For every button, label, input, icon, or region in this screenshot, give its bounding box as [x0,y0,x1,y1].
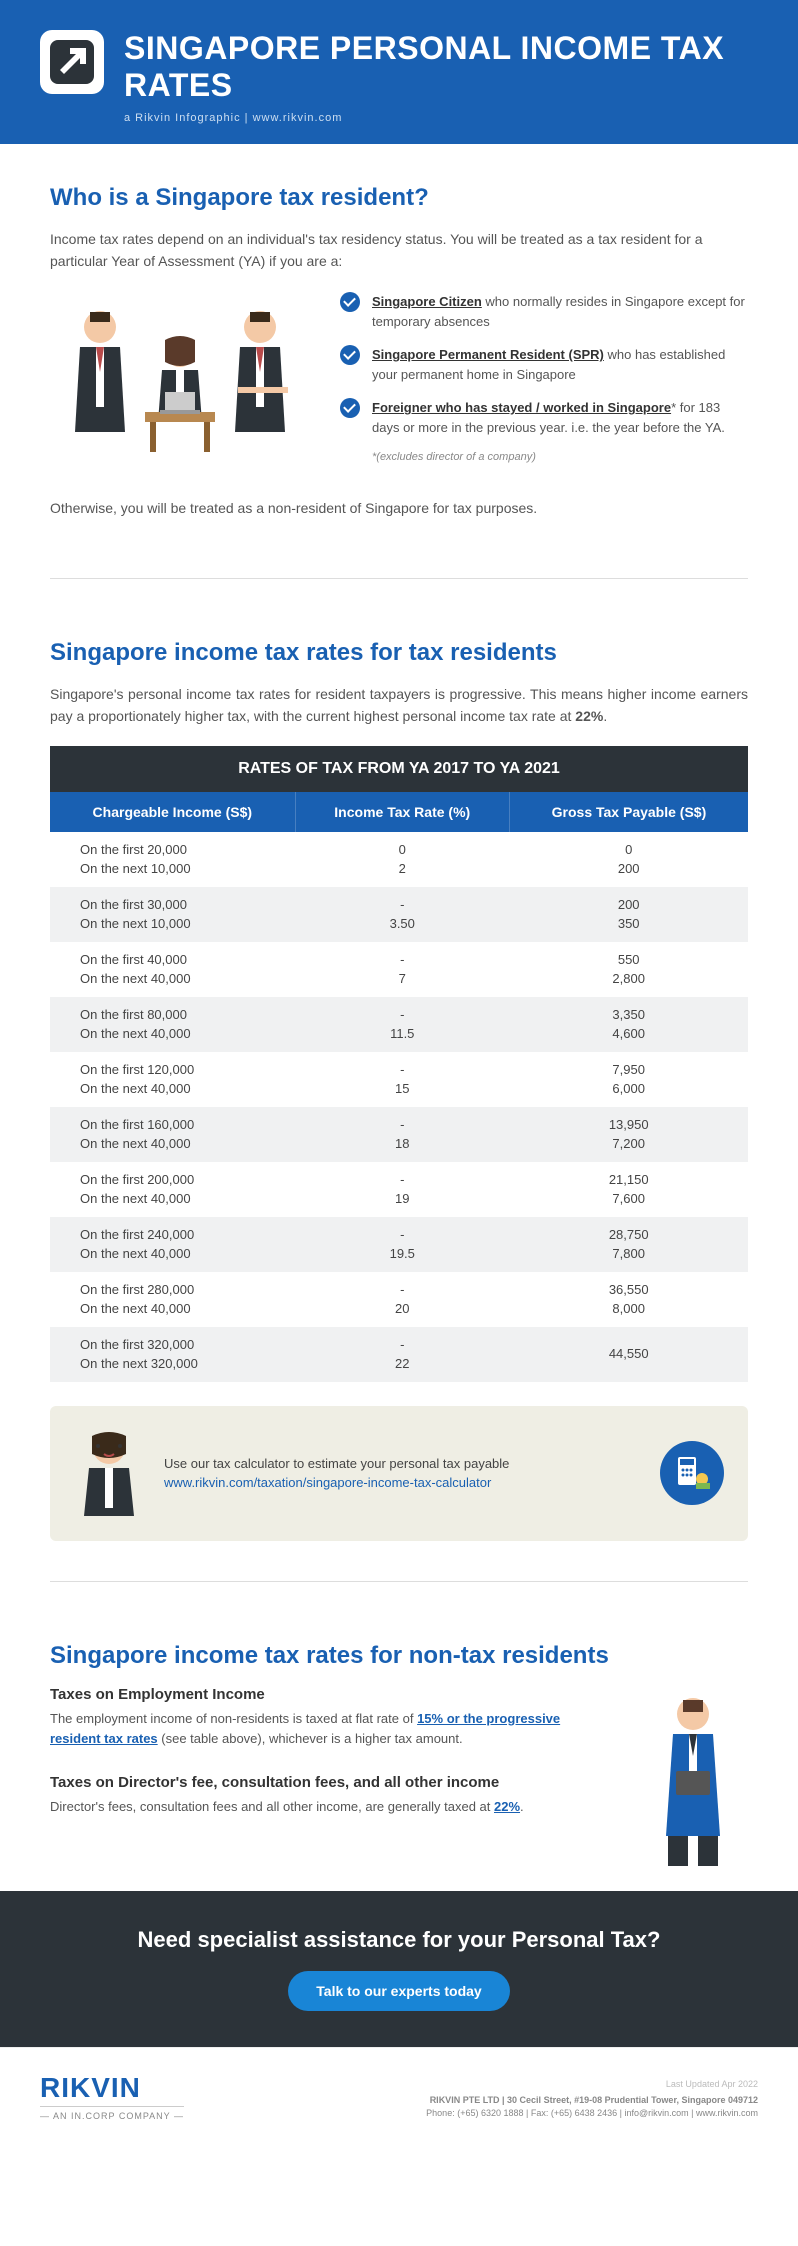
section-heading: Who is a Singapore tax resident? [50,184,748,212]
intro-pre: Singapore's personal income tax rates fo… [50,686,748,724]
section-resident-rates: Singapore income tax rates for tax resid… [0,599,798,1561]
section-nonresident-rates: Singapore income tax rates for non-tax r… [0,1602,798,1891]
tax-rate-table: RATES OF TAX FROM YA 2017 TO YA 2021 Cha… [50,746,748,1382]
subsection-text: Director's fees, consultation fees and a… [50,1797,608,1818]
last-updated: Last Updated Apr 2022 [426,2078,758,2092]
table-row: On the first 30,000On the next 10,000-3.… [50,887,748,942]
people-desk-illustration [50,292,310,477]
subsection-heading: Taxes on Employment Income [50,1686,608,1703]
table-row: On the first 320,000On the next 320,000-… [50,1327,748,1382]
page-footer: RIKVIN — AN IN.CORP COMPANY — Last Updat… [0,2047,798,2151]
calculator-callout: Use our tax calculator to estimate your … [50,1406,748,1541]
criteria-item: Singapore Citizen who normally resides i… [340,292,748,331]
footer-contact: Last Updated Apr 2022 RIKVIN PTE LTD | 3… [426,2078,758,2121]
cta-heading: Need specialist assistance for your Pers… [20,1927,778,1953]
criteria-bold: Singapore Permanent Resident (SPR) [372,347,604,362]
section-heading: Singapore income tax rates for non-tax r… [50,1642,748,1670]
table-row: On the first 80,000On the next 40,000-11… [50,997,748,1052]
check-icon [340,398,360,418]
table-row: On the first 240,000On the next 40,000-1… [50,1217,748,1272]
col-header: Income Tax Rate (%) [295,792,509,832]
table-row: On the first 160,000On the next 40,000-1… [50,1107,748,1162]
table-row: On the first 20,000On the next 10,000020… [50,832,748,887]
footer-phone: Phone: (+65) 6320 1888 | Fax: (+65) 6438… [426,2107,758,2121]
text-pre: The employment income of non-residents i… [50,1711,417,1726]
table-title: RATES OF TAX FROM YA 2017 TO YA 2021 [50,746,748,792]
footer-brand-name: RIKVIN [40,2072,184,2104]
businessman-tablet-illustration [638,1686,748,1871]
criteria-bold: Singapore Citizen [372,294,482,309]
criteria-item: Singapore Permanent Resident (SPR) who h… [340,345,748,384]
page-subtitle: a Rikvin Infographic | www.rikvin.com [124,112,758,124]
intro-post: . [603,708,607,724]
intro-text: Income tax rates depend on an individual… [50,228,748,273]
footer-brand-tagline: — AN IN.CORP COMPANY — [40,2106,184,2121]
criteria-list: Singapore Citizen who normally resides i… [340,292,748,463]
text-post: . [520,1799,524,1814]
calculator-link[interactable]: www.rikvin.com/taxation/singapore-income… [164,1475,491,1490]
calc-message: Use our tax calculator to estimate your … [164,1456,509,1471]
cta-banner: Need specialist assistance for your Pers… [0,1891,798,2047]
footer-address: RIKVIN PTE LTD | 30 Cecil Street, #19-08… [430,2095,758,2105]
advisor-avatar-icon [74,1426,144,1521]
footer-brand: RIKVIN — AN IN.CORP COMPANY — [40,2072,184,2121]
brand-logo [40,30,104,94]
page-header: SINGAPORE PERSONAL INCOME TAX RATES a Ri… [0,0,798,144]
table-row: On the first 200,000On the next 40,000-1… [50,1162,748,1217]
calculator-icon [660,1441,724,1505]
page-title: SINGAPORE PERSONAL INCOME TAX RATES [124,30,758,104]
col-header: Chargeable Income (S$) [50,792,295,832]
rate-value: 22% [494,1799,520,1814]
talk-to-experts-button[interactable]: Talk to our experts today [288,1971,509,2011]
table-row: On the first 120,000On the next 40,000-1… [50,1052,748,1107]
criteria-bold: Foreigner who has stayed / worked in Sin… [372,400,671,415]
divider [50,1581,748,1582]
subsection-text: The employment income of non-residents i… [50,1709,608,1751]
outro-text: Otherwise, you will be treated as a non-… [50,497,748,519]
criteria-item: Foreigner who has stayed / worked in Sin… [340,398,748,437]
divider [50,578,748,579]
intro-rate: 22% [575,708,603,724]
col-header: Gross Tax Payable (S$) [509,792,748,832]
footnote: *(excludes director of a company) [372,451,748,463]
subsection-heading: Taxes on Director's fee, consultation fe… [50,1774,608,1791]
intro-text: Singapore's personal income tax rates fo… [50,683,748,728]
table-row: On the first 40,000On the next 40,000-75… [50,942,748,997]
section-resident-definition: Who is a Singapore tax resident? Income … [0,144,798,558]
table-row: On the first 280,000On the next 40,000-2… [50,1272,748,1327]
text-post: (see table above), whichever is a higher… [158,1731,463,1746]
section-heading: Singapore income tax rates for tax resid… [50,639,748,667]
text-pre: Director's fees, consultation fees and a… [50,1799,494,1814]
check-icon [340,345,360,365]
check-icon [340,292,360,312]
